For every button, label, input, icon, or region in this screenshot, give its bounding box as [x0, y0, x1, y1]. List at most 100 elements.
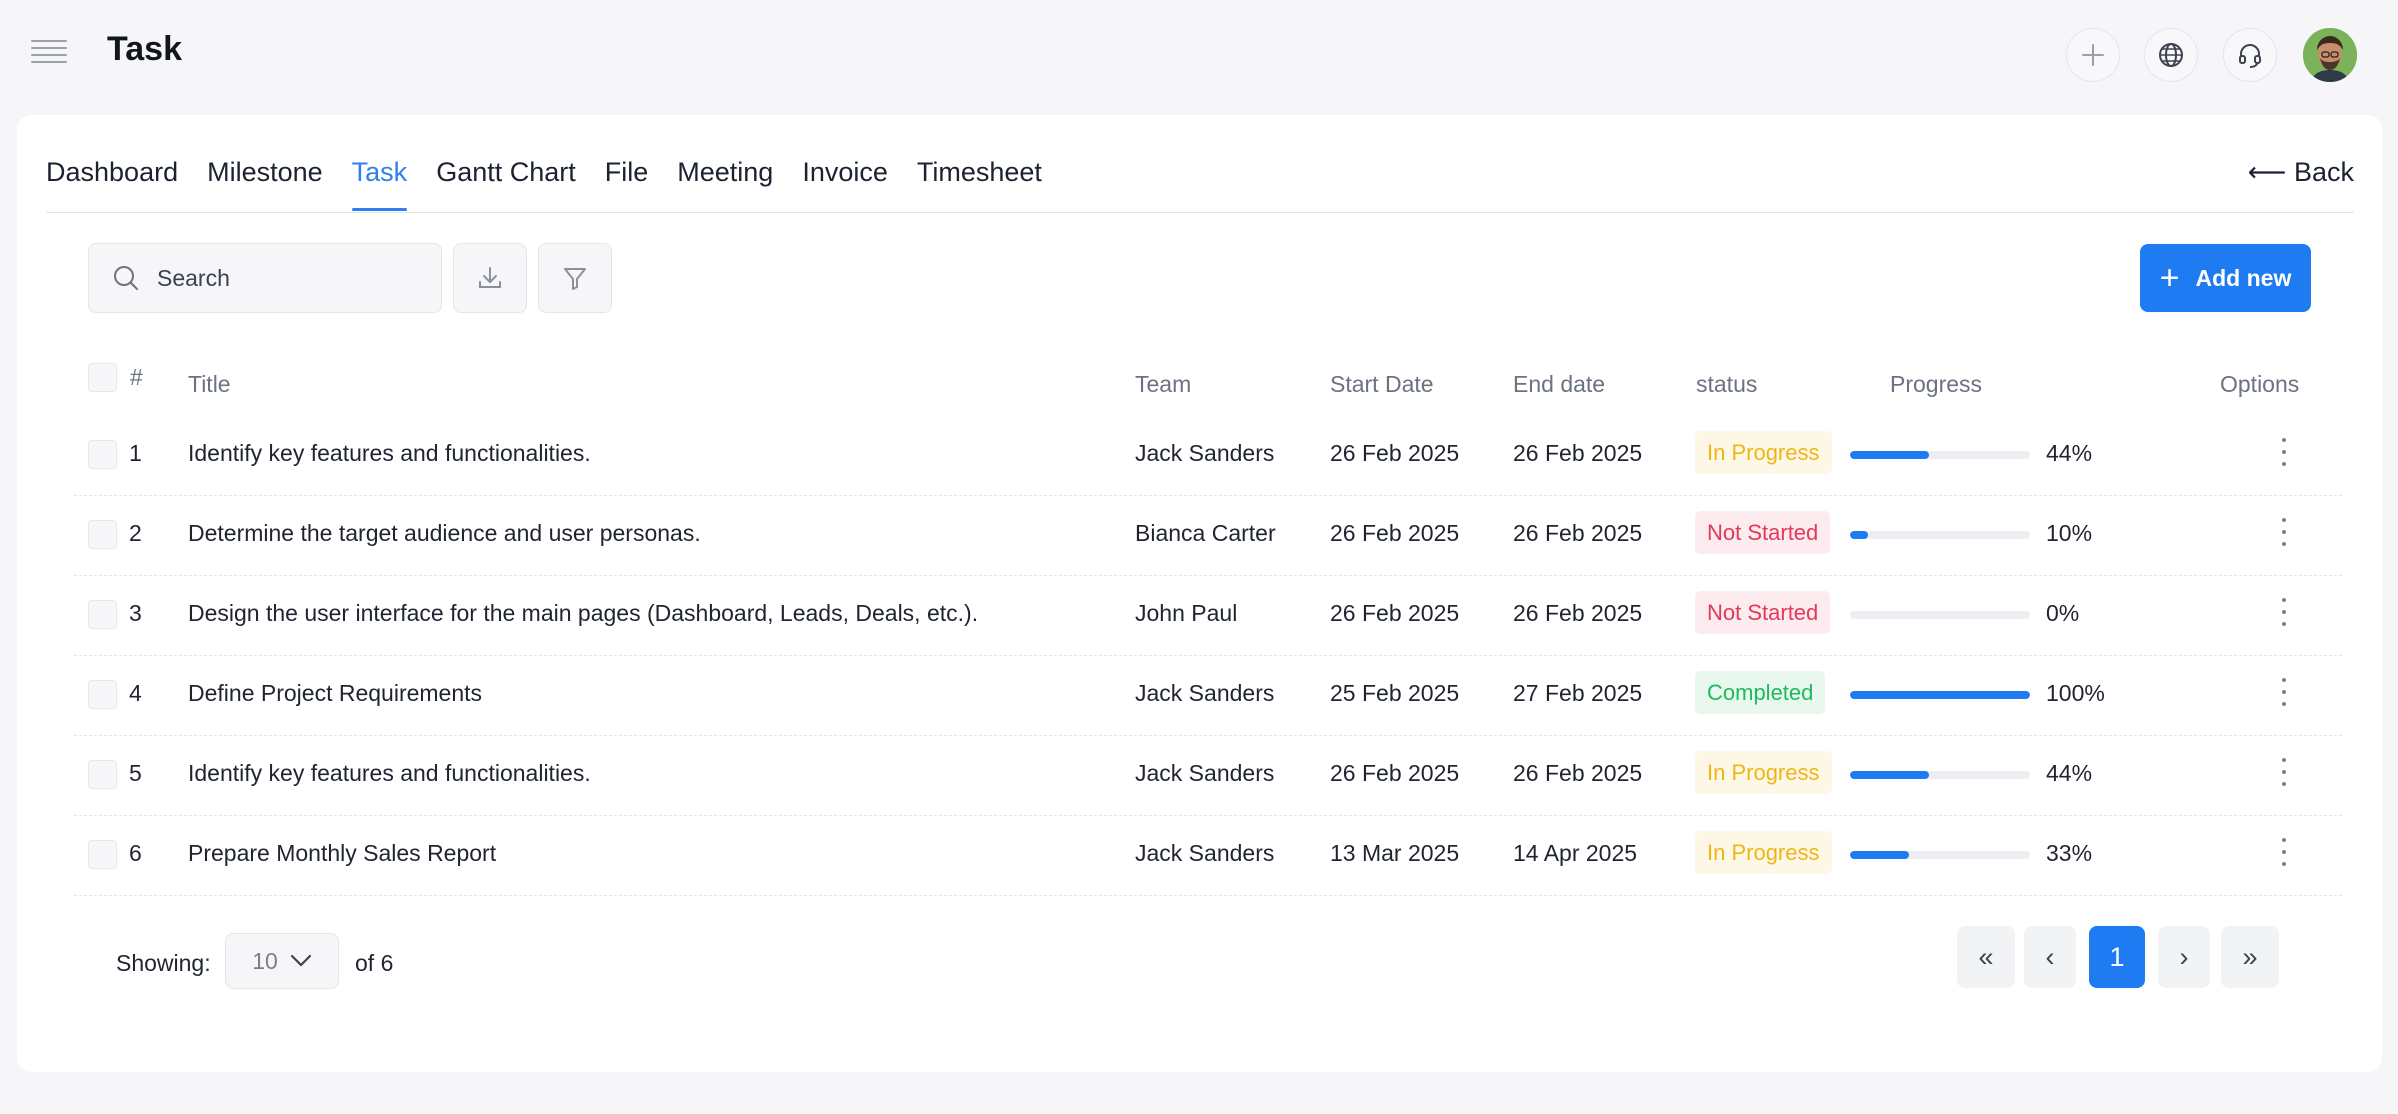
- table-row[interactable]: 6 Prepare Monthly Sales Report Jack Sander…: [74, 816, 2342, 896]
- progress-bar: [1850, 691, 2030, 699]
- progress-percent: 33%: [2046, 840, 2093, 866]
- tab-dashboard[interactable]: Dashboard: [46, 157, 179, 187]
- team-member: Jack Sanders: [1135, 440, 1275, 466]
- status-badge: Completed: [1695, 671, 1826, 714]
- row-number: 1: [129, 440, 142, 466]
- tab-bar: Dashboard Milestone Task Gantt Chart Fil…: [46, 155, 1071, 215]
- status-badge: In Progress: [1695, 831, 1832, 874]
- menu-icon[interactable]: [31, 40, 67, 70]
- progress-bar: [1850, 611, 2030, 619]
- table-row[interactable]: 5 Identify key features and functionaliti…: [74, 736, 2342, 816]
- row-checkbox[interactable]: [88, 760, 117, 789]
- column-header-start-date[interactable]: Start Date: [1330, 371, 1434, 397]
- tab-milestone[interactable]: Milestone: [207, 157, 323, 187]
- row-checkbox[interactable]: [88, 440, 117, 469]
- status-badge: In Progress: [1695, 751, 1832, 794]
- select-all-checkbox[interactable]: [88, 363, 117, 392]
- start-date: 25 Feb 2025: [1330, 680, 1460, 706]
- tab-task[interactable]: Task: [351, 155, 407, 215]
- prev-page-button[interactable]: ‹: [2024, 926, 2076, 988]
- row-options-icon[interactable]: [2274, 514, 2294, 550]
- row-number: 5: [129, 760, 142, 786]
- showing-label: Showing:: [116, 950, 211, 976]
- table-row[interactable]: 1 Identify key features and functionaliti…: [74, 416, 2342, 496]
- status-badge: Not Started: [1695, 591, 1831, 634]
- last-page-button[interactable]: »: [2221, 926, 2279, 988]
- quick-add-button[interactable]: [2066, 28, 2120, 82]
- start-date: 26 Feb 2025: [1330, 440, 1460, 466]
- row-checkbox[interactable]: [88, 600, 117, 629]
- task-panel: Dashboard Milestone Task Gantt Chart Fil…: [17, 115, 2382, 1072]
- task-title[interactable]: Identify key features and functionalitie…: [188, 440, 591, 466]
- page-title: Task: [107, 30, 182, 68]
- column-header-end-date[interactable]: End date: [1513, 371, 1606, 397]
- language-button[interactable]: [2144, 28, 2198, 82]
- row-options-icon[interactable]: [2274, 754, 2294, 790]
- first-page-button[interactable]: «: [1957, 926, 2015, 988]
- column-header-title[interactable]: Title: [188, 371, 231, 397]
- page-1-button[interactable]: 1: [2089, 926, 2145, 988]
- search-input[interactable]: [157, 264, 407, 292]
- filter-button[interactable]: [538, 243, 612, 313]
- column-header-progress[interactable]: Progress: [1890, 371, 1983, 397]
- table-row[interactable]: 3 Design the user interface for the main …: [74, 576, 2342, 656]
- tab-invoice[interactable]: Invoice: [802, 157, 888, 187]
- chevron-down-icon: [290, 954, 311, 967]
- task-title[interactable]: Determine the target audience and user p…: [188, 520, 701, 546]
- tabs-divider: [46, 212, 2354, 213]
- tab-timesheet[interactable]: Timesheet: [916, 157, 1042, 187]
- task-title[interactable]: Identify key features and functionalitie…: [188, 760, 591, 786]
- progress-bar-fill: [1850, 691, 2030, 699]
- task-title[interactable]: Prepare Monthly Sales Report: [188, 840, 497, 866]
- row-options-icon[interactable]: [2274, 834, 2294, 870]
- row-checkbox[interactable]: [88, 680, 117, 709]
- task-title[interactable]: Design the user interface for the main p…: [188, 600, 979, 626]
- progress-bar-fill: [1850, 531, 1868, 539]
- progress-percent: 10%: [2046, 520, 2093, 546]
- download-button[interactable]: [453, 243, 527, 313]
- plus-icon: +: [2159, 259, 2180, 297]
- end-date: 26 Feb 2025: [1513, 520, 1643, 546]
- column-header-team[interactable]: Team: [1135, 371, 1192, 397]
- team-member: Jack Sanders: [1135, 760, 1275, 786]
- team-member: Jack Sanders: [1135, 840, 1275, 866]
- team-member: Bianca Carter: [1135, 520, 1276, 546]
- row-checkbox[interactable]: [88, 840, 117, 869]
- column-header-options: Options: [2220, 371, 2300, 397]
- progress-bar: [1850, 531, 2030, 539]
- table-row[interactable]: 4 Define Project Requirements Jack Sanders…: [74, 656, 2342, 736]
- globe-icon: [2159, 43, 2183, 67]
- progress-percent: 44%: [2046, 440, 2093, 466]
- progress-bar-fill: [1850, 451, 1930, 459]
- end-date: 26 Feb 2025: [1513, 600, 1643, 626]
- back-link[interactable]: ⟵ Back: [2247, 157, 2354, 187]
- row-options-icon[interactable]: [2274, 674, 2294, 710]
- tab-file[interactable]: File: [604, 157, 649, 187]
- plus-icon: [2082, 44, 2104, 66]
- next-page-button[interactable]: ›: [2158, 926, 2210, 988]
- progress-bar-fill: [1850, 771, 1930, 779]
- filter-icon: [564, 268, 586, 290]
- search-box[interactable]: [88, 243, 442, 313]
- tab-gantt-chart[interactable]: Gantt Chart: [436, 157, 576, 187]
- row-options-icon[interactable]: [2274, 434, 2294, 470]
- support-button[interactable]: [2223, 28, 2277, 82]
- row-options-icon[interactable]: [2274, 594, 2294, 630]
- team-member: John Paul: [1135, 600, 1238, 626]
- add-new-button[interactable]: + Add new: [2140, 244, 2311, 312]
- tab-meeting[interactable]: Meeting: [677, 157, 774, 187]
- start-date: 26 Feb 2025: [1330, 520, 1460, 546]
- progress-bar: [1850, 451, 2030, 459]
- table-row[interactable]: 2 Determine the target audience and user …: [74, 496, 2342, 576]
- end-date: 14 Apr 2025: [1513, 840, 1638, 866]
- end-date: 27 Feb 2025: [1513, 680, 1643, 706]
- row-number: 2: [129, 520, 142, 546]
- progress-bar: [1850, 771, 2030, 779]
- headset-icon: [2239, 44, 2261, 68]
- page-size-select[interactable]: 10: [225, 933, 339, 989]
- column-header-status[interactable]: status: [1696, 371, 1758, 397]
- progress-percent: 44%: [2046, 760, 2093, 786]
- task-title[interactable]: Define Project Requirements: [188, 680, 483, 706]
- row-checkbox[interactable]: [88, 520, 117, 549]
- avatar[interactable]: [2303, 28, 2357, 82]
